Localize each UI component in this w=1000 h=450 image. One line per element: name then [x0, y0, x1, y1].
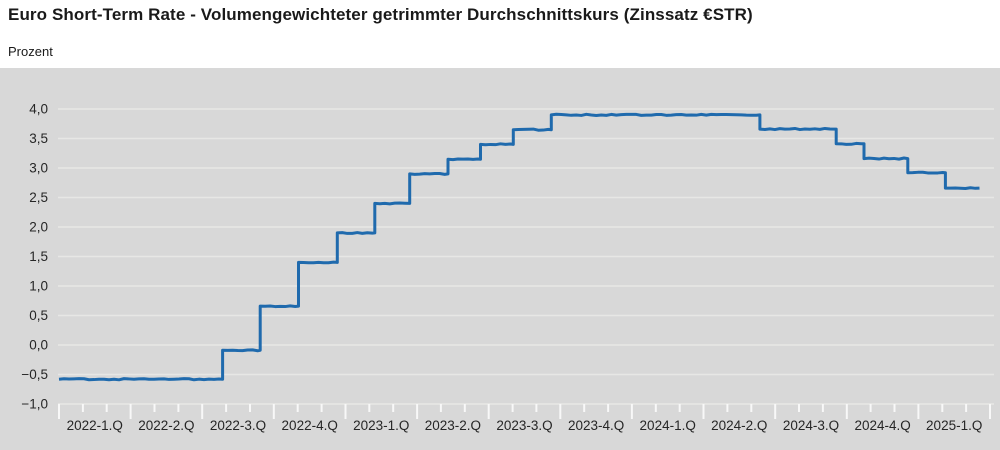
x-tick-label: 2022-1.Q [67, 418, 123, 433]
page-title: Euro Short-Term Rate - Volumengewichtete… [8, 5, 753, 24]
gridlines [58, 108, 994, 405]
estr-chart-panel: 4,0 3,5 3,0 2,5 2,0 1,5 1,0 0,5 0,0 −0,5 −1,0 2022-… [0, 68, 1000, 450]
x-tick-label: 2025-1.Q [926, 418, 982, 433]
estr-rate-step-line [58, 112, 980, 382]
x-tick-label: 2024-2.Q [711, 418, 767, 433]
x-axis-ticks [58, 404, 991, 419]
x-tick-label: 2022-2.Q [138, 418, 194, 433]
y-tick-label: 1,5 [29, 249, 48, 264]
x-tick-label: 2023-1.Q [353, 418, 409, 433]
x-tick-label: 2024-1.Q [640, 418, 696, 433]
y-axis-unit-label: Prozent [8, 44, 53, 59]
estr-step-chart: 4,0 3,5 3,0 2,5 2,0 1,5 1,0 0,5 0,0 −0,5 −1,0 2022-… [21, 102, 994, 433]
y-tick-label: 3,5 [29, 131, 48, 146]
y-tick-label: 0,0 [29, 338, 48, 353]
y-tick-label: −0,5 [21, 367, 48, 382]
y-tick-label: 3,0 [29, 161, 48, 176]
x-tick-label: 2023-4.Q [568, 418, 624, 433]
x-tick-label: 2023-3.Q [496, 418, 552, 433]
y-tick-label: 2,0 [29, 220, 48, 235]
x-tick-label: 2022-4.Q [282, 418, 338, 433]
y-tick-label: −1,0 [21, 397, 48, 412]
y-tick-label: 0,5 [29, 308, 48, 323]
x-tick-label: 2023-2.Q [425, 418, 481, 433]
y-tick-label: 2,5 [29, 190, 48, 205]
x-axis-tick-labels: 2022-1.Q 2022-2.Q 2022-3.Q 2022-4.Q 2023-1.Q… [67, 418, 983, 433]
y-tick-label: 4,0 [29, 102, 48, 117]
y-tick-label: 1,0 [29, 279, 48, 294]
y-axis-tick-labels: 4,0 3,5 3,0 2,5 2,0 1,5 1,0 0,5 0,0 −0,5 −1,0 [21, 102, 48, 412]
x-tick-label: 2024-3.Q [783, 418, 839, 433]
x-tick-label: 2024-4.Q [854, 418, 910, 433]
x-tick-label: 2022-3.Q [210, 418, 266, 433]
